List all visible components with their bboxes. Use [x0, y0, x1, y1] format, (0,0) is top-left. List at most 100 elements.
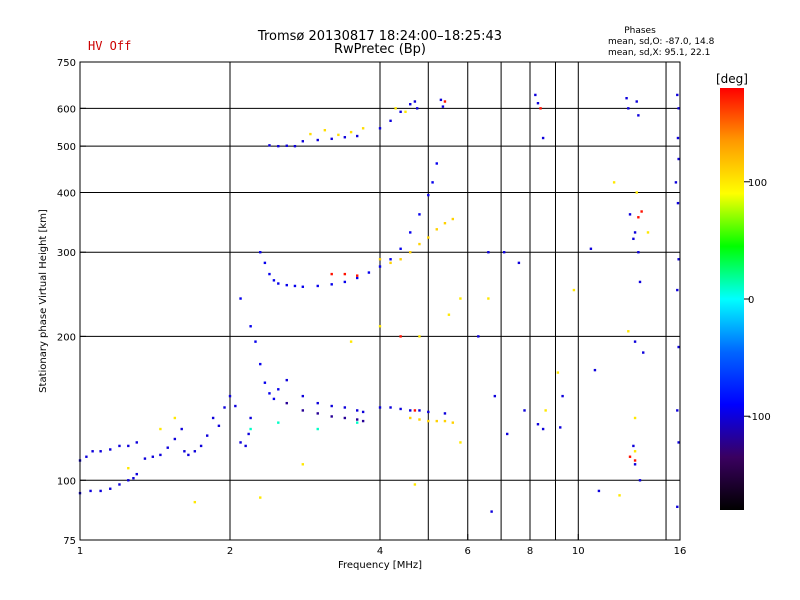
- data-point: [541, 427, 545, 431]
- data-point: [109, 487, 112, 490]
- data-point: [633, 459, 637, 462]
- data-point: [244, 444, 247, 448]
- data-point: [378, 325, 382, 328]
- data-point: [389, 258, 392, 261]
- data-point: [151, 455, 155, 458]
- data-point: [409, 251, 412, 254]
- data-point: [343, 136, 347, 139]
- data-point: [451, 217, 455, 221]
- data-point: [633, 340, 637, 343]
- data-point: [193, 500, 197, 504]
- data-point: [99, 450, 102, 453]
- data-point: [247, 432, 250, 436]
- data-points: [78, 93, 680, 513]
- chart-subtitle: RwPretec (Bp): [334, 42, 426, 57]
- data-point: [378, 406, 382, 409]
- data-point: [361, 410, 365, 414]
- data-point: [249, 325, 252, 328]
- data-point: [536, 101, 540, 105]
- data-point: [355, 418, 359, 421]
- data-point: [277, 144, 280, 148]
- data-point: [268, 272, 271, 276]
- data-point: [427, 236, 430, 239]
- data-point: [193, 450, 197, 453]
- data-point: [301, 394, 305, 398]
- x-tick-label: 16: [674, 546, 687, 557]
- data-point: [330, 272, 333, 276]
- y-axis-label: Stationary phase Virtual Height [km]: [38, 209, 49, 393]
- data-point: [618, 494, 621, 497]
- data-point: [597, 489, 601, 493]
- data-point: [635, 191, 638, 194]
- data-point: [127, 444, 130, 448]
- data-point: [409, 103, 412, 106]
- data-point: [323, 128, 327, 132]
- data-point: [677, 157, 680, 161]
- data-point: [443, 419, 447, 423]
- data-point: [355, 274, 359, 277]
- colorbar-ticks: 100 0 -100: [744, 178, 771, 423]
- x-axis: 1 2 4 6 8 10 16: [77, 534, 687, 557]
- data-point: [378, 265, 382, 268]
- data-point: [633, 450, 637, 453]
- data-point: [435, 162, 438, 165]
- data-point: [427, 419, 430, 423]
- data-point: [435, 228, 438, 231]
- y-tick-label: 200: [57, 332, 76, 343]
- data-point: [143, 457, 147, 460]
- x-tick-label: 4: [377, 546, 383, 557]
- data-point: [223, 406, 226, 409]
- data-point: [399, 247, 402, 250]
- data-point: [211, 416, 215, 420]
- y-tick-label: 75: [63, 536, 76, 547]
- data-point: [435, 419, 438, 423]
- data-point: [677, 258, 680, 261]
- data-point: [205, 434, 209, 437]
- data-point: [399, 335, 402, 338]
- data-point: [118, 444, 121, 448]
- data-point: [349, 130, 353, 134]
- data-point: [409, 231, 412, 234]
- data-point: [272, 397, 276, 401]
- data-point: [633, 416, 637, 420]
- data-point: [493, 394, 497, 398]
- data-point: [536, 423, 540, 426]
- data-point: [285, 283, 288, 287]
- data-point: [635, 100, 638, 103]
- data-point: [677, 441, 680, 444]
- data-point: [132, 477, 135, 480]
- data-point: [544, 409, 547, 412]
- data-point: [418, 409, 421, 412]
- data-point: [109, 448, 112, 451]
- data-point: [277, 282, 280, 285]
- colorbar-label: [deg]: [716, 72, 748, 86]
- data-point: [427, 193, 430, 197]
- data-point: [330, 415, 333, 418]
- data-point: [301, 140, 305, 143]
- data-point: [413, 483, 417, 486]
- data-point: [316, 412, 319, 415]
- data-point: [378, 258, 382, 261]
- data-point: [459, 441, 462, 444]
- data-point: [355, 134, 359, 138]
- data-point: [343, 280, 347, 284]
- data-point: [309, 132, 312, 136]
- x-tick-label: 2: [227, 546, 233, 557]
- data-point: [263, 381, 267, 384]
- data-point: [301, 285, 305, 288]
- data-point: [627, 330, 630, 333]
- data-point: [637, 216, 640, 219]
- data-point: [638, 479, 642, 482]
- data-point: [676, 201, 680, 205]
- data-point: [118, 483, 121, 486]
- data-point: [259, 362, 262, 366]
- data-point: [612, 181, 616, 184]
- data-point: [259, 496, 262, 499]
- x-tick-label: 8: [527, 546, 533, 557]
- data-point: [239, 297, 242, 300]
- data-point: [173, 416, 177, 420]
- data-point: [259, 251, 262, 254]
- data-point: [642, 351, 645, 354]
- data-point: [517, 261, 521, 265]
